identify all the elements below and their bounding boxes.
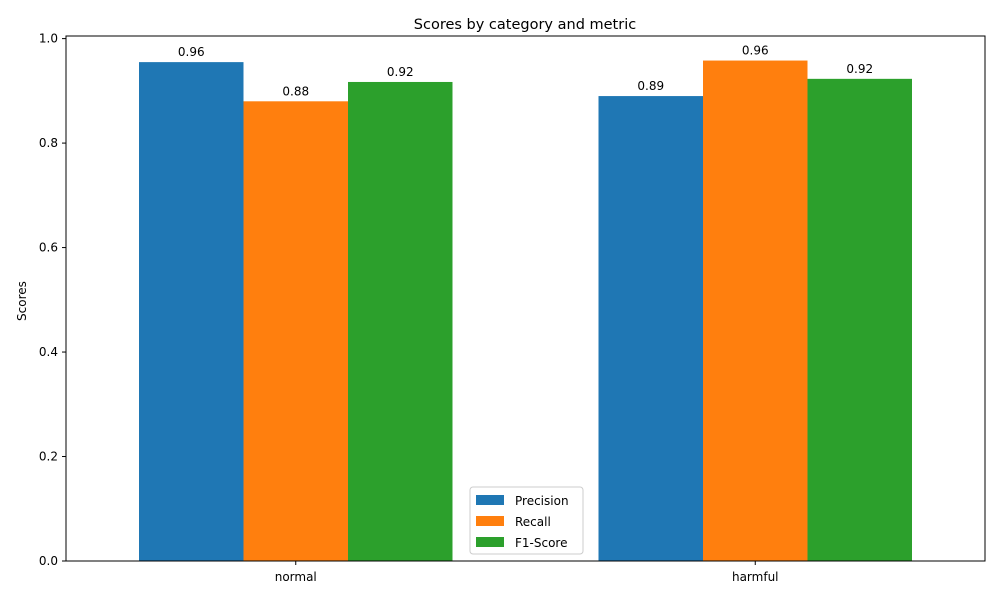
x-tick-label-normal: normal [275, 570, 317, 584]
legend-label-precision: Precision [515, 494, 569, 508]
y-axis: 0.0 0.2 0.4 0.6 0.8 1.0 [39, 32, 66, 568]
bar-precision-normal [139, 62, 244, 562]
x-tick-label-harmful: harmful [732, 570, 779, 584]
legend-swatch-precision [476, 495, 504, 505]
legend-label-recall: Recall [515, 515, 551, 529]
legend-swatch-f1-score [476, 537, 504, 547]
bar-recall-harmful [703, 60, 808, 562]
data-label-recall-normal: 0.88 [282, 84, 309, 98]
bar-precision-harmful [598, 96, 703, 561]
y-tick-label: 0.6 [39, 241, 58, 255]
bar-f1-score-normal [348, 81, 453, 561]
data-label-recall-harmful: 0.96 [742, 44, 769, 58]
plot-frame [65, 35, 986, 562]
bar-f1-score-harmful [807, 78, 912, 561]
y-tick-label: 0.2 [39, 450, 58, 464]
data-label-precision-harmful: 0.89 [637, 79, 664, 93]
legend: Precision Recall F1-Score [469, 486, 584, 555]
data-label-f1-score-normal: 0.92 [387, 65, 414, 79]
y-tick-label: 1.0 [39, 32, 58, 46]
y-tick-label: 0.4 [39, 345, 58, 359]
bar-recall-normal [243, 101, 348, 562]
legend-label-f1-score: F1-Score [515, 536, 567, 550]
data-label-f1-score-harmful: 0.92 [846, 62, 873, 76]
data-label-precision-normal: 0.96 [178, 45, 205, 59]
bars-layer [139, 60, 912, 562]
y-tick-label: 0.8 [39, 136, 58, 150]
chart-title: Scores by category and metric [414, 17, 636, 33]
x-axis: normal harmful [275, 561, 779, 584]
legend-swatch-recall [476, 516, 504, 526]
y-tick-label: 0.0 [39, 554, 58, 568]
y-axis-label: Scores [15, 281, 29, 321]
data-labels-layer: 0.96 0.89 0.88 0.96 0.92 0.92 [178, 44, 873, 99]
